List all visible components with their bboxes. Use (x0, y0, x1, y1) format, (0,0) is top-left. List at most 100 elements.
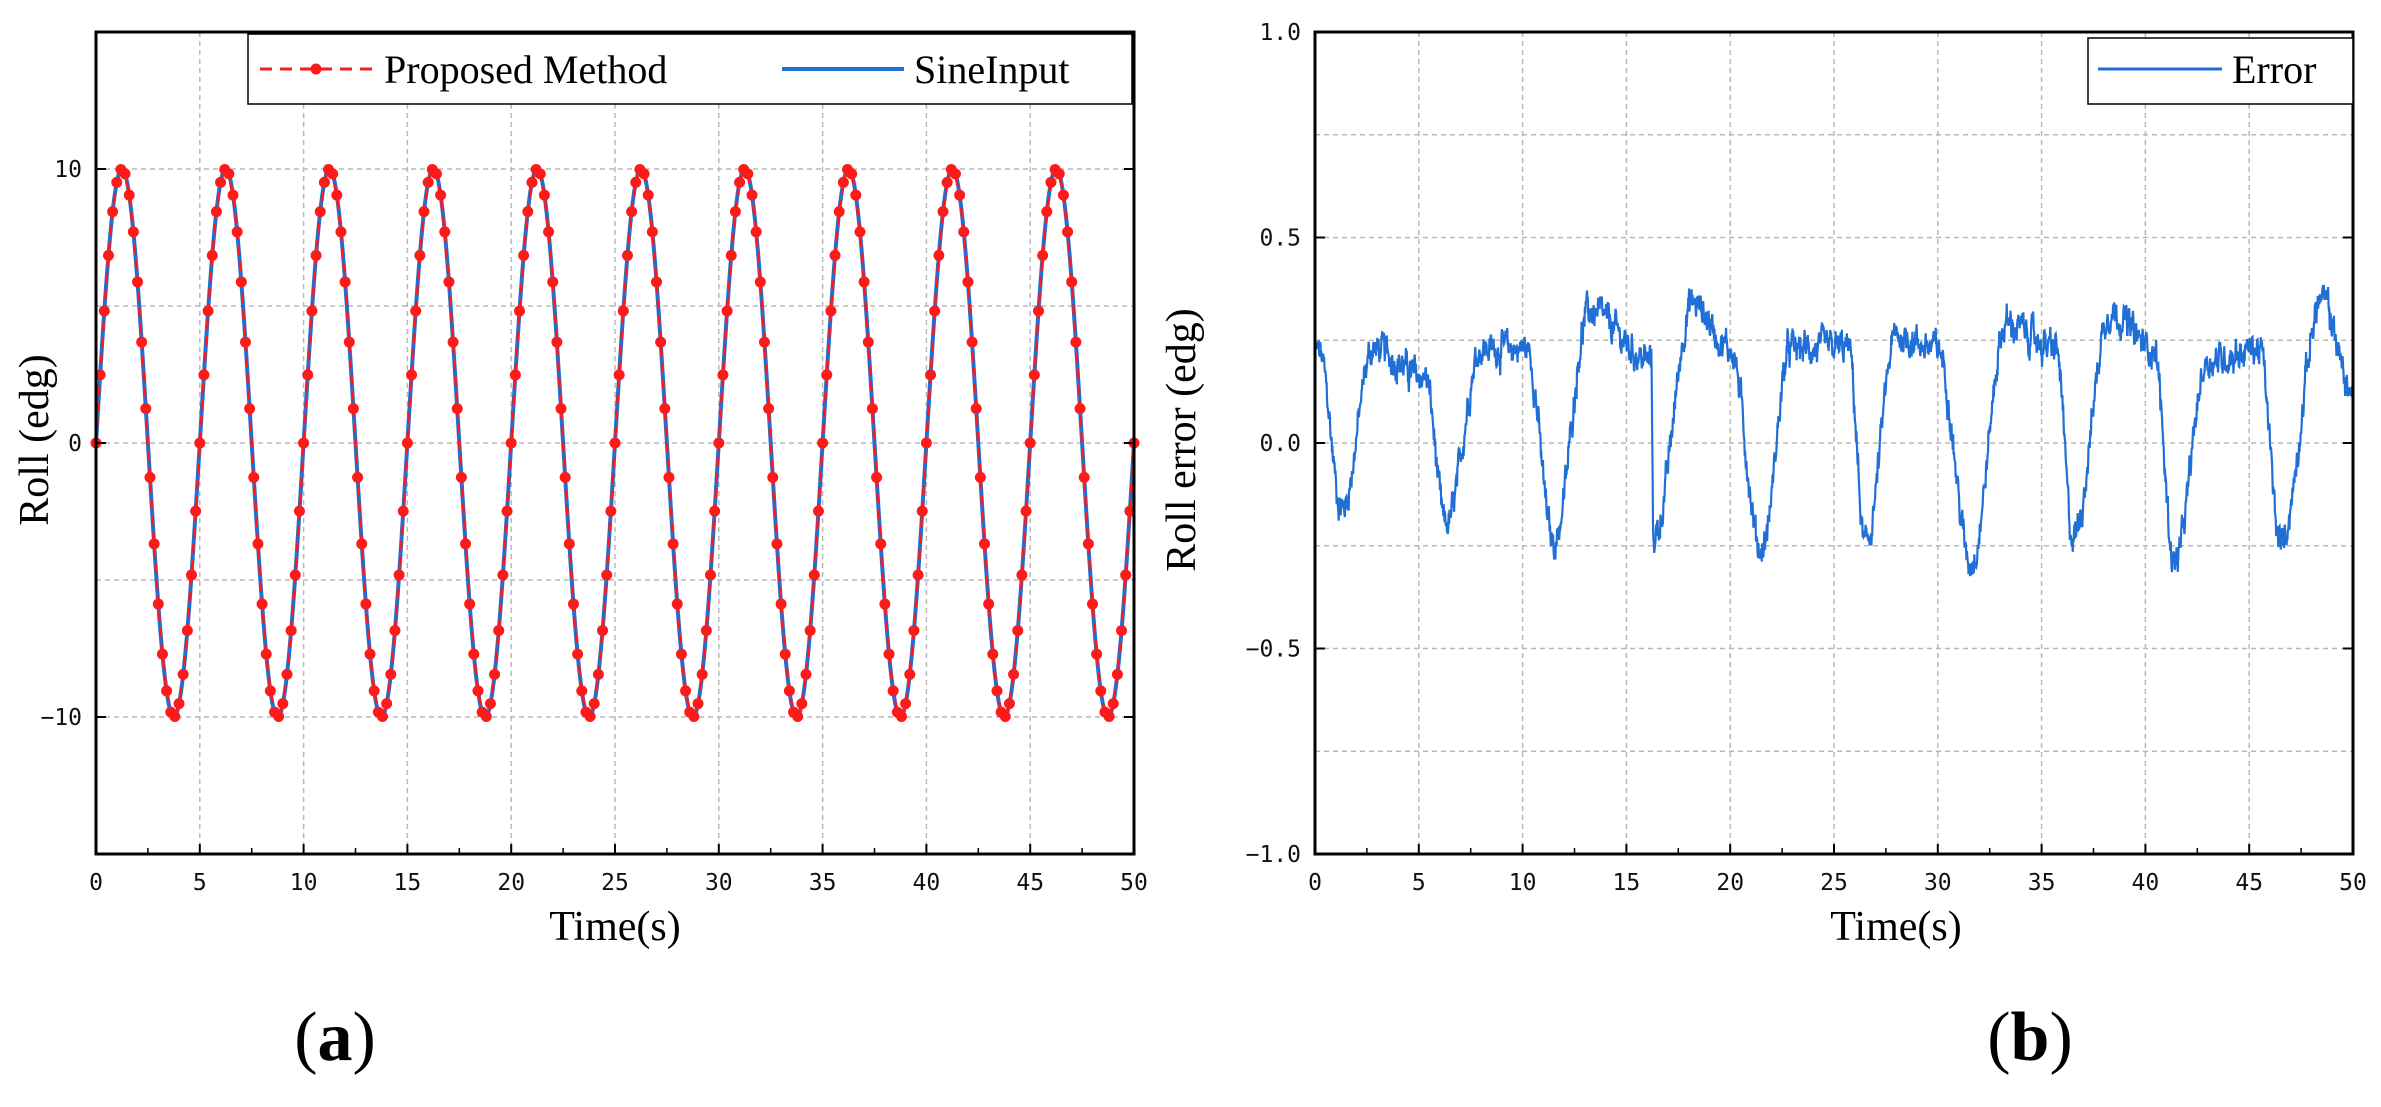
x-tick-label: 40 (2132, 870, 2160, 896)
series-proposed-point (962, 276, 974, 288)
series-proposed-point (592, 668, 604, 680)
series-proposed-point (920, 437, 932, 449)
series-proposed-point (601, 569, 613, 581)
x-ticks-a: 0 5 10 15 20 25 30 35 40 45 50 (89, 844, 1148, 896)
series-proposed-point (949, 168, 961, 180)
series-proposed-point (381, 698, 393, 710)
series-proposed-point (908, 625, 920, 637)
panel-label-a: (a) (294, 999, 376, 1076)
series-proposed-point (289, 569, 301, 581)
series-proposed-point (327, 168, 339, 180)
panel-label-b: (b) (1987, 999, 2073, 1076)
series-proposed-point (983, 598, 995, 610)
series-proposed-point (767, 471, 779, 483)
series-proposed-point (1053, 168, 1065, 180)
series-proposed-point (256, 598, 268, 610)
series-proposed-point (368, 685, 380, 697)
series-proposed-point (871, 471, 883, 483)
series-proposed-point (779, 648, 791, 660)
x-ticks-b: 0 5 10 15 20 25 30 35 40 45 50 (1308, 844, 2367, 896)
series-proposed-point (136, 336, 148, 348)
y-ticks-b: −1.0 −0.5 0.0 0.5 1.0 (1246, 20, 2353, 868)
series-proposed-point (1116, 625, 1128, 637)
series-proposed-point (974, 471, 986, 483)
x-tick-label: 15 (394, 870, 422, 896)
series-proposed-point (991, 685, 1003, 697)
series-proposed-point (613, 369, 625, 381)
series-proposed-point (717, 369, 729, 381)
series-proposed-point (352, 471, 364, 483)
series-proposed-point (970, 403, 982, 415)
series-proposed-point (555, 403, 567, 415)
series-proposed-point (1103, 710, 1115, 722)
x-tick-label: 25 (601, 870, 629, 896)
series-proposed-point (821, 369, 833, 381)
y-tick-label: 10 (54, 157, 82, 183)
series-proposed-point (763, 403, 775, 415)
series-proposed-point (866, 403, 878, 415)
legend-label-sine: SineInput (914, 47, 1070, 92)
series-proposed-point (584, 710, 596, 722)
x-tick-label: 5 (1412, 870, 1426, 896)
series-proposed-point (742, 168, 754, 180)
x-tick-label: 20 (497, 870, 525, 896)
series-proposed-point (281, 668, 293, 680)
series-proposed-point (729, 206, 741, 218)
series-proposed-point (1020, 505, 1032, 517)
series-proposed-point (161, 685, 173, 697)
series-proposed-point (567, 598, 579, 610)
series-proposed-point (410, 305, 422, 317)
series-proposed-point (111, 176, 123, 188)
series-proposed-point (646, 226, 658, 238)
series-proposed-point (680, 685, 692, 697)
series-proposed-point (609, 437, 621, 449)
series-proposed-point (979, 538, 991, 550)
series-proposed-point (617, 305, 629, 317)
series-proposed-point (435, 189, 447, 201)
legend-box-b (2087, 37, 2354, 105)
series-proposed-point (505, 437, 517, 449)
series-proposed-point (538, 189, 550, 201)
series-proposed-point (248, 471, 260, 483)
series-proposed-point (1003, 698, 1015, 710)
series-proposed-point (829, 249, 841, 261)
series-proposed-point (298, 437, 310, 449)
series-proposed-point (464, 598, 476, 610)
series-proposed-point (422, 176, 434, 188)
series-proposed-point (418, 206, 430, 218)
series-proposed-point (443, 276, 455, 288)
series-proposed-point (912, 569, 924, 581)
series-proposed-point (1095, 685, 1107, 697)
chart-panel-a: 0 5 10 15 20 25 30 35 40 45 50 −10 0 10 Proposed Met… (12, 30, 1148, 1076)
series-proposed-point (1107, 698, 1119, 710)
series-proposed-point (1033, 305, 1044, 317)
series-proposed-point (547, 276, 559, 288)
series-proposed-point (954, 189, 966, 201)
series-proposed-point (364, 648, 376, 660)
x-tick-label: 10 (1509, 870, 1537, 896)
series-proposed-point (800, 668, 812, 680)
series-proposed-point (621, 249, 633, 261)
series-proposed-point (700, 625, 712, 637)
series-proposed-point (825, 305, 837, 317)
series-proposed-point (231, 226, 243, 238)
series-proposed-point (509, 369, 521, 381)
series-proposed-point (501, 505, 513, 517)
series-proposed-point (140, 403, 152, 415)
series-proposed-point (244, 403, 256, 415)
series-proposed-point (559, 471, 571, 483)
series-proposed-point (783, 685, 795, 697)
series-proposed-point (102, 249, 114, 261)
x-tick-label: 40 (913, 870, 941, 896)
y-tick-label: 0.5 (1259, 226, 1301, 252)
x-tick-label: 50 (2339, 870, 2367, 896)
y-tick-label: 0 (68, 431, 82, 457)
series-proposed-point (563, 538, 575, 550)
series-proposed-point (526, 176, 538, 188)
series-proposed-point (127, 226, 139, 238)
series-proposed-point (659, 403, 671, 415)
series-proposed-point (484, 698, 496, 710)
y-tick-label: −1.0 (1246, 842, 1301, 868)
series-proposed-point (817, 437, 829, 449)
